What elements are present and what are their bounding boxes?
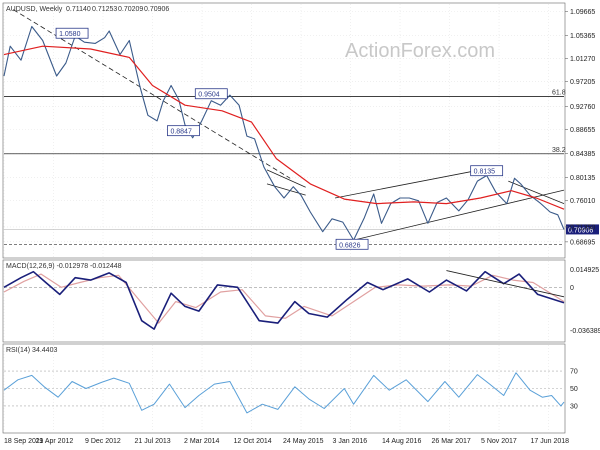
wedge-upper-trendline	[266, 169, 306, 188]
watermark: ActionForex.com	[345, 40, 495, 62]
level-box-label: 0.9504	[198, 92, 220, 99]
current-price-label: 0.70906	[568, 227, 593, 234]
macd-line	[3, 270, 565, 330]
x-tick-label: 9 Dec 2012	[85, 438, 121, 445]
level-box	[335, 238, 369, 250]
x-tick-label: 21 Jul 2013	[135, 438, 171, 445]
rsi-title: RSI(14) 34.4403	[6, 347, 57, 354]
price-y-tick-label: 0.88655	[570, 127, 595, 134]
macd-plot	[3, 270, 565, 330]
fib-level-label: 61.8	[552, 89, 566, 96]
price-y-tick-label: 0.76010	[570, 198, 595, 205]
price-y-tick-label: 0.71350	[570, 224, 595, 231]
macd-title: MACD(12,26,9) -0.012978 -0.012448	[6, 263, 122, 270]
price-y-tick-label: 0.68695	[570, 239, 595, 246]
price-y-tick-label: 0.92760	[570, 104, 595, 111]
ohlc-low: 0.70209	[118, 6, 143, 13]
x-tick-label: 2 Mar 2014	[184, 438, 220, 445]
ohlc-high: 0.71253	[92, 6, 117, 13]
rsi-y-tick-label: 50	[570, 386, 578, 393]
x-tick-label: 12 Oct 2014	[234, 438, 272, 445]
x-tick-label: 14 Aug 2016	[382, 438, 421, 445]
macd-trendline	[446, 270, 565, 298]
level-box-label: 1.0580	[59, 31, 81, 38]
level-box	[55, 27, 89, 39]
price-series-line	[3, 25, 565, 241]
macd-y-tick-label: -0.036389	[570, 328, 600, 335]
level-box	[194, 88, 228, 100]
long-dashed-trendline	[13, 9, 291, 179]
ohlc-close: 0.70906	[144, 6, 169, 13]
level-box-label: 0.8847	[170, 129, 192, 136]
price-title: AUDUSD, Weekly	[6, 6, 63, 13]
macd-y-tick-label: 0.014925	[570, 267, 599, 274]
price-y-tick-label: 0.97205	[570, 79, 595, 86]
x-tick-label: 3 Jan 2016	[333, 438, 368, 445]
price-y-tick-label: 1.09665	[570, 9, 595, 16]
macd-signal-line	[3, 273, 565, 324]
x-tick-label: 5 Nov 2017	[481, 438, 517, 445]
price-y-tick-label: 0.80135	[570, 175, 595, 182]
x-tick-label: 26 Mar 2017	[432, 438, 471, 445]
level-box	[470, 165, 504, 177]
macd-panel-frame	[2, 259, 566, 343]
rsi-line	[3, 372, 565, 414]
price-y-tick-label: 1.01270	[570, 56, 595, 63]
channel-lower-trendline	[353, 189, 565, 241]
price-plot: 61.8 38.2 0.70906 1.0580 0.9504 0.8847 0.6826 0…	[3, 9, 599, 250]
x-tick-label: 24 May 2015	[283, 438, 324, 445]
price-y-tick-label: 0.84385	[570, 151, 595, 158]
price-y-tick-label: 1.05365	[570, 33, 595, 40]
rsi-plot	[3, 370, 565, 414]
macd-y-tick-label: 0	[570, 285, 574, 292]
level-box-label: 0.8135	[474, 169, 496, 176]
moving-average-line	[3, 45, 565, 210]
fib-level-label: 38.2	[552, 147, 566, 154]
ohlc-open: 0.71140	[66, 6, 91, 13]
x-tick-label: 18 Sep 2011	[4, 438, 43, 445]
x-tick-label: 29 Apr 2012	[36, 438, 74, 445]
level-box-label: 0.6826	[339, 242, 361, 249]
price-panel-frame	[2, 2, 566, 259]
level-box	[167, 125, 200, 137]
recent-trendline	[508, 180, 565, 204]
rsi-y-tick-label: 70	[570, 369, 578, 376]
x-tick-label: 17 Jun 2018	[531, 438, 570, 445]
rsi-y-tick-label: 30	[570, 403, 578, 410]
current-price-box	[566, 224, 599, 235]
